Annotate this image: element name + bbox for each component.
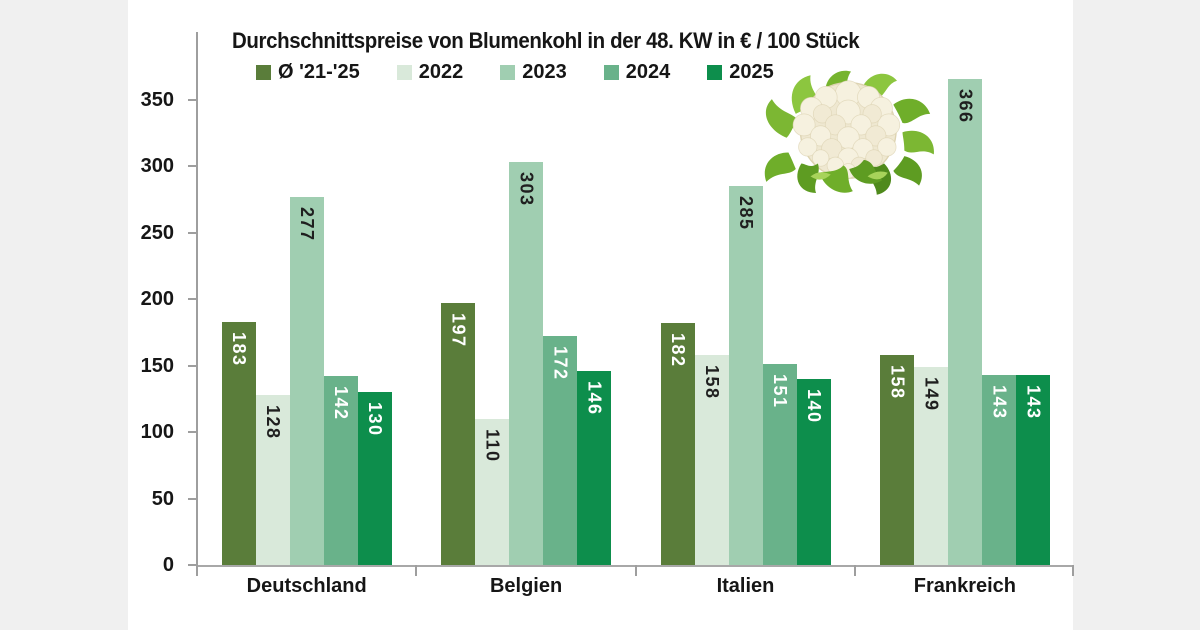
y-axis bbox=[196, 32, 198, 565]
category-label: Italien bbox=[716, 575, 775, 597]
chart-title: Durchschnittspreise von Blumenkohl in de… bbox=[232, 28, 860, 53]
bar-value-label: 183 bbox=[229, 331, 250, 367]
bar-value-label: 143 bbox=[1023, 385, 1044, 420]
bar: 140 bbox=[796, 379, 831, 565]
bar-value-label: 149 bbox=[921, 377, 942, 412]
bar-value-label: 303 bbox=[516, 172, 537, 207]
bar-value-label: 197 bbox=[448, 313, 469, 348]
y-tick-label: 100 bbox=[140, 421, 174, 444]
y-tick-label: 250 bbox=[140, 221, 174, 244]
bar: 151 bbox=[762, 364, 797, 565]
x-tick-mark bbox=[854, 565, 857, 576]
bar: 303 bbox=[509, 162, 544, 565]
legend-swatch bbox=[707, 64, 723, 80]
bar-value-label: 182 bbox=[668, 333, 688, 368]
bar: 158 bbox=[694, 355, 729, 565]
legend-item: Ø '21-'25 bbox=[256, 61, 360, 84]
x-axis bbox=[196, 565, 1073, 567]
y-tick-label: 300 bbox=[140, 155, 174, 178]
bar-value-label: 158 bbox=[702, 365, 722, 400]
legend-item: 2024 bbox=[603, 60, 671, 84]
bar-value-label: 128 bbox=[263, 404, 284, 440]
y-tick-mark bbox=[188, 99, 196, 101]
x-tick-mark bbox=[1072, 565, 1074, 576]
category-label: Deutschland bbox=[246, 575, 367, 597]
bar-value-label: 151 bbox=[770, 374, 790, 409]
category-label: Frankreich bbox=[913, 575, 1017, 597]
plot-area: 0 50 100 150 200 250 300 350 Deutschland 183 128 27… bbox=[128, 0, 1074, 630]
chart-legend: Ø '21-'25 2022 2023 2024 2025 bbox=[256, 60, 774, 84]
legend-label: 2025 bbox=[729, 60, 774, 83]
y-tick-mark bbox=[188, 497, 196, 500]
y-tick-label: 350 bbox=[140, 89, 174, 111]
bar-value-label: 110 bbox=[482, 428, 503, 463]
bar: 128 bbox=[255, 394, 290, 565]
bar-value-label: 277 bbox=[297, 206, 318, 242]
legend-swatch bbox=[500, 64, 516, 80]
y-tick-mark bbox=[188, 364, 196, 367]
legend-label: 2024 bbox=[625, 60, 671, 83]
cauliflower-leaves-back bbox=[764, 70, 934, 186]
category-label: Belgien bbox=[489, 575, 563, 597]
bar-value-label: 158 bbox=[887, 365, 908, 400]
bar: 182 bbox=[660, 323, 695, 565]
bar: 366 bbox=[947, 78, 982, 565]
y-tick-label: 50 bbox=[151, 487, 174, 510]
bar: 142 bbox=[323, 376, 358, 565]
bar: 143 bbox=[981, 375, 1016, 565]
bar: 183 bbox=[221, 321, 256, 565]
bar: 143 bbox=[1015, 375, 1050, 565]
legend-swatch bbox=[603, 64, 619, 80]
y-tick-mark bbox=[188, 564, 196, 566]
legend-item: 2022 bbox=[396, 60, 464, 84]
y-tick-label: 0 bbox=[162, 554, 174, 576]
y-tick-label: 200 bbox=[140, 288, 174, 311]
bar-value-label: 366 bbox=[955, 88, 976, 124]
bar: 277 bbox=[289, 196, 324, 565]
chart-panel: Durchschnittspreise von Blumenkohl in de… bbox=[128, 0, 1074, 630]
bar: 197 bbox=[441, 303, 476, 565]
x-tick-mark bbox=[196, 565, 198, 576]
bar: 130 bbox=[357, 392, 392, 565]
y-tick-mark bbox=[188, 298, 196, 301]
cauliflower-image bbox=[764, 70, 934, 195]
bar: 149 bbox=[913, 367, 948, 565]
legend-swatch bbox=[256, 64, 271, 80]
bar-value-label: 140 bbox=[804, 389, 824, 424]
bar: 110 bbox=[475, 418, 510, 565]
x-tick-mark bbox=[634, 565, 637, 576]
y-tick-mark bbox=[188, 431, 196, 434]
legend-item: 2023 bbox=[500, 61, 567, 84]
bar-value-label: 285 bbox=[736, 196, 756, 231]
bar: 172 bbox=[543, 336, 578, 565]
y-tick-label: 150 bbox=[140, 354, 174, 377]
bar-value-label: 146 bbox=[584, 381, 605, 416]
bar: 285 bbox=[728, 186, 763, 565]
bar-value-label: 143 bbox=[989, 385, 1010, 420]
bar-value-label: 142 bbox=[331, 386, 352, 421]
bar: 146 bbox=[577, 371, 612, 565]
bar: 158 bbox=[879, 355, 914, 565]
cauliflower-leaves-front bbox=[797, 159, 892, 195]
x-tick-mark bbox=[415, 565, 418, 576]
legend-label: 2022 bbox=[418, 60, 464, 83]
y-tick-mark bbox=[188, 231, 196, 234]
legend-label: Ø '21-'25 bbox=[278, 60, 360, 83]
y-tick-mark bbox=[188, 165, 196, 168]
bar-value-label: 130 bbox=[365, 402, 386, 437]
legend-item: 2025 bbox=[707, 61, 774, 84]
legend-swatch bbox=[396, 64, 412, 80]
bar-value-label: 172 bbox=[550, 346, 571, 382]
legend-label: 2023 bbox=[522, 60, 567, 83]
